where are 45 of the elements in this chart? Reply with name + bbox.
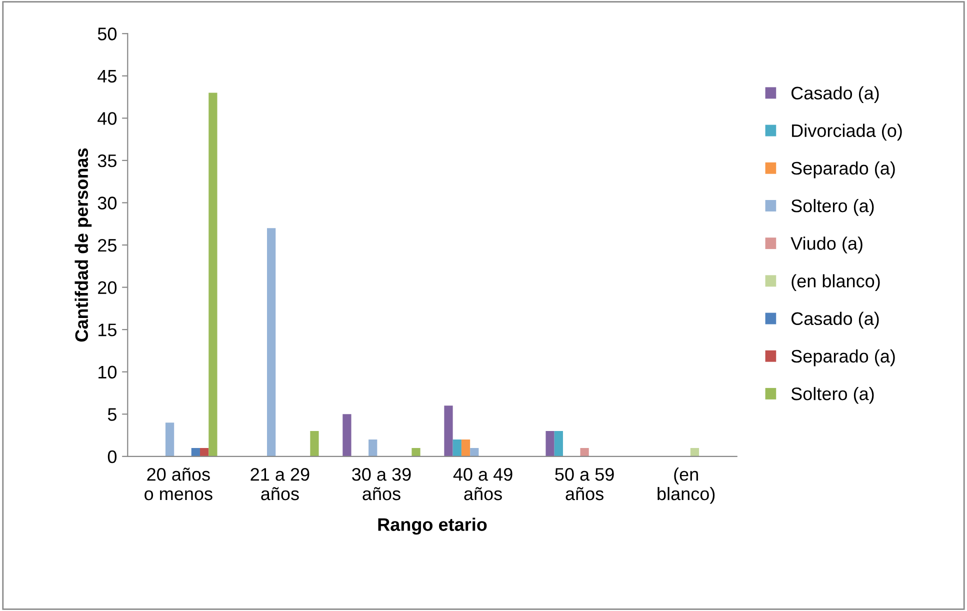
bar [267,228,276,456]
y-tick-label: 5 [108,408,116,421]
bar [452,440,462,456]
x-tick-label: 40 a 49 años [453,468,512,500]
bar [580,448,589,456]
y-tick-label: 0 [108,450,117,464]
x-tick-label: 50 a 59 años [555,468,614,500]
legend-label: Viudo (a) [790,236,862,254]
x-tick-label: 21 a 29 años [250,468,310,500]
bar [208,92,218,456]
bar [461,440,470,456]
legend-label: Separado (a) [791,349,895,366]
bar [342,414,352,456]
bar [470,448,479,456]
y-tick-label: 40 [98,112,117,125]
bar [310,431,319,456]
bar [444,406,453,456]
bar [412,448,420,456]
bar [165,422,174,456]
y-tick-label: 30 [98,196,117,210]
legend-label: Casado (a) [791,86,879,104]
bar [368,440,378,456]
y-axis-title: Cantifdad de personas [74,148,92,342]
x-tick-label: 30 a 39 años [352,468,411,500]
y-tick-label: 25 [98,238,116,252]
bar [690,448,700,456]
x-tick-label: (en blanco) [658,468,715,504]
y-tick-label: 50 [98,28,117,40]
x-axis-title: Rango etario [378,518,487,535]
legend-label: Separado (a) [791,161,895,178]
y-tick-label: 35 [98,154,116,168]
y-tick-label: 20 [98,281,117,294]
y-tick-label: 15 [98,324,116,336]
x-tick-label: 20 años o menos [144,468,212,500]
legend-label: Divorciada (o) [792,124,902,141]
bar [546,431,554,456]
bar [191,448,200,456]
bar [554,431,563,456]
y-tick-label: 45 [98,70,116,83]
legend-label: Soltero (a) [791,199,874,216]
legend-label: (en blanco) [792,274,880,292]
bar [200,448,209,456]
legend-label: Casado (a) [791,312,879,329]
y-tick-label: 10 [98,366,117,379]
legend-label: Soltero (a) [791,386,874,404]
